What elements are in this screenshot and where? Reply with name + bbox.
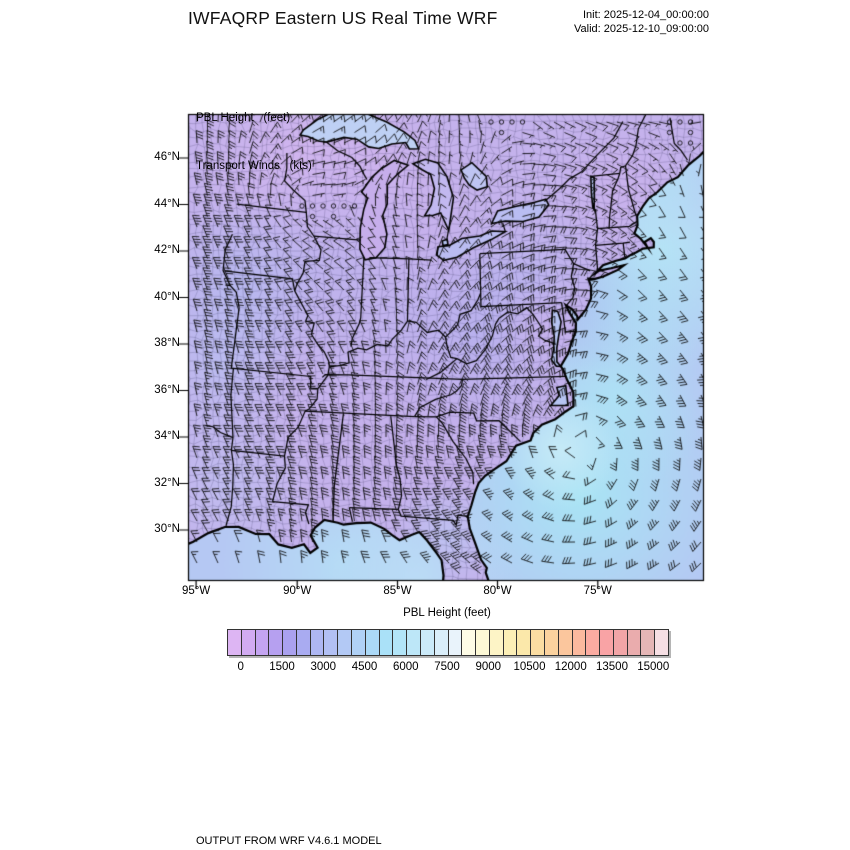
colorbar-cell bbox=[517, 630, 532, 655]
lat-tick-label: 42°N bbox=[154, 244, 180, 256]
colorbar-cell bbox=[241, 630, 256, 655]
colorbar-tick-label: 9000 bbox=[475, 661, 502, 673]
vector-field-label: Transport Winds (kts) bbox=[196, 160, 312, 172]
plot-field-labels: PBL Height (feet) Transport Winds (kts) bbox=[196, 78, 312, 206]
footer-text: OUTPUT FROM WRF V4.6.1 MODEL WE = 310 ; … bbox=[196, 806, 629, 850]
model-time-block: Init: 2025-12-04_00:00:00 Valid: 2025-12… bbox=[574, 9, 709, 36]
colorbar-cell bbox=[434, 630, 449, 655]
colorbar-cell bbox=[338, 630, 353, 655]
colorbar-cell bbox=[283, 630, 297, 655]
colorbar-cell bbox=[420, 630, 435, 655]
colorbar-cell bbox=[448, 630, 463, 655]
colorbar-cell bbox=[407, 630, 421, 655]
lat-tick-label: 38°N bbox=[154, 337, 180, 349]
colorbar-cell bbox=[228, 630, 242, 655]
colorbar-tick-label: 3000 bbox=[310, 661, 337, 673]
colorbar-tick-label: 0 bbox=[237, 661, 244, 673]
lon-tick-label: 90°W bbox=[283, 585, 312, 597]
lon-tick-label: 85°W bbox=[383, 585, 412, 597]
colorbar-tick-label: 4500 bbox=[351, 661, 378, 673]
lat-tick-label: 44°N bbox=[154, 197, 180, 210]
colorbar-cell bbox=[324, 630, 339, 655]
lat-tick-label: 32°N bbox=[154, 476, 180, 489]
colorbar-tick-label: 1500 bbox=[269, 661, 295, 673]
colorbar-tick-label: 15000 bbox=[637, 661, 670, 673]
lat-tick-label: 34°N bbox=[154, 430, 180, 442]
lon-tick-label: 80°W bbox=[483, 585, 512, 597]
colorbar-cell bbox=[503, 630, 518, 655]
lon-tick-label: 95°W bbox=[181, 585, 211, 597]
footer-line1: OUTPUT FROM WRF V4.6.1 MODEL bbox=[196, 835, 382, 847]
colorbar-cell bbox=[310, 630, 325, 655]
colorbar-cell bbox=[641, 630, 656, 655]
colorbar-cell bbox=[379, 630, 394, 655]
colorbar-tick-label: 13500 bbox=[596, 661, 628, 673]
colorbar-cell bbox=[296, 630, 311, 655]
init-time-label: Init: 2025-12-04_00:00:00 bbox=[583, 9, 709, 21]
colorbar-cell bbox=[572, 630, 587, 655]
colorbar-cell bbox=[462, 630, 477, 655]
lat-tick-label: 36°N bbox=[154, 383, 180, 396]
colorbar-cell bbox=[655, 630, 668, 655]
page-title: IWFAQRP Eastern US Real Time WRF bbox=[188, 8, 498, 28]
colorbar-cell bbox=[600, 630, 614, 655]
colorbar-cell bbox=[269, 630, 284, 655]
colorbar bbox=[227, 629, 669, 656]
colorbar-cell bbox=[531, 630, 545, 655]
colorbar-tick-label: 7500 bbox=[434, 661, 460, 673]
lat-tick-label: 46°N bbox=[154, 151, 180, 163]
colorbar-tick-label: 6000 bbox=[392, 661, 419, 673]
valid-time-label: Valid: 2025-12-10_09:00:00 bbox=[574, 22, 709, 35]
colorbar-cell bbox=[352, 630, 366, 655]
colorbar-cell bbox=[393, 630, 408, 655]
colorbar-cell bbox=[489, 630, 504, 655]
lon-tick-label: 75°W bbox=[583, 585, 612, 597]
lat-tick-label: 40°N bbox=[154, 290, 180, 303]
colorbar-cell bbox=[586, 630, 601, 655]
colorbar-cell bbox=[558, 630, 573, 655]
colorbar-tick-label: 12000 bbox=[554, 661, 587, 673]
shaded-field-label: PBL Height (feet) bbox=[196, 112, 291, 124]
colorbar-cell bbox=[476, 630, 490, 655]
colorbar-cell bbox=[627, 630, 642, 655]
colorbar-tick-label: 10500 bbox=[513, 661, 546, 673]
colorbar-cell bbox=[365, 630, 380, 655]
colorbar-cell bbox=[544, 630, 559, 655]
colorbar-title: PBL Height (feet) bbox=[403, 607, 491, 619]
colorbar-cell bbox=[613, 630, 628, 655]
colorbar-cell bbox=[255, 630, 270, 655]
lat-tick-label: 30°N bbox=[154, 523, 180, 535]
